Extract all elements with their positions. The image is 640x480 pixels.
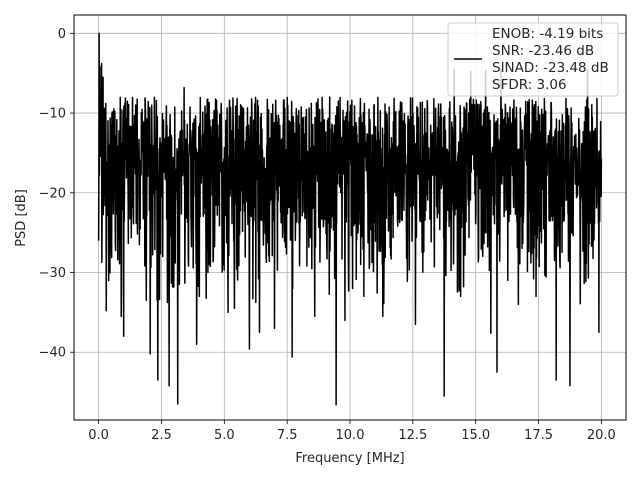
psd-series-line	[97, 32, 603, 406]
legend-enob: ENOB: -4.19 bits	[492, 26, 603, 42]
legend-sfdr: SFDR: 3.06	[492, 77, 567, 93]
x-tick-label: 5.0	[214, 428, 235, 443]
y-axis-ticks: 0 −10 −20 −30 −40	[39, 27, 74, 361]
x-tick-label: 17.5	[524, 428, 553, 443]
x-tick-label: 10.0	[336, 428, 365, 443]
y-tick-label: 0	[58, 27, 66, 42]
x-tick-label: 2.5	[151, 428, 172, 443]
y-tick-label: −10	[39, 107, 66, 122]
legend-box	[447, 22, 619, 97]
legend-snr: SNR: -23.46 dB	[492, 43, 594, 59]
legend: ENOB: -4.19 bits SNR: -23.46 dB SINAD: -…	[447, 22, 619, 97]
x-tick-label: 20.0	[587, 428, 616, 443]
x-tick-label: 7.5	[277, 428, 298, 443]
plot-area	[97, 32, 603, 406]
x-tick-label: 12.5	[398, 428, 427, 443]
x-tick-label: 15.0	[461, 428, 490, 443]
y-tick-label: −20	[39, 186, 66, 201]
y-axis-label: PSD [dB]	[14, 189, 29, 247]
y-tick-label: −30	[39, 266, 66, 281]
x-tick-label: 0.0	[88, 428, 109, 443]
y-tick-label: −40	[39, 346, 66, 361]
legend-sinad: SINAD: -23.48 dB	[492, 60, 609, 76]
x-axis-label: Frequency [MHz]	[295, 451, 404, 466]
x-axis-ticks: 0.0 2.5 5.0 7.5 10.0 12.5 15.0 17.5 20.0	[88, 420, 616, 443]
